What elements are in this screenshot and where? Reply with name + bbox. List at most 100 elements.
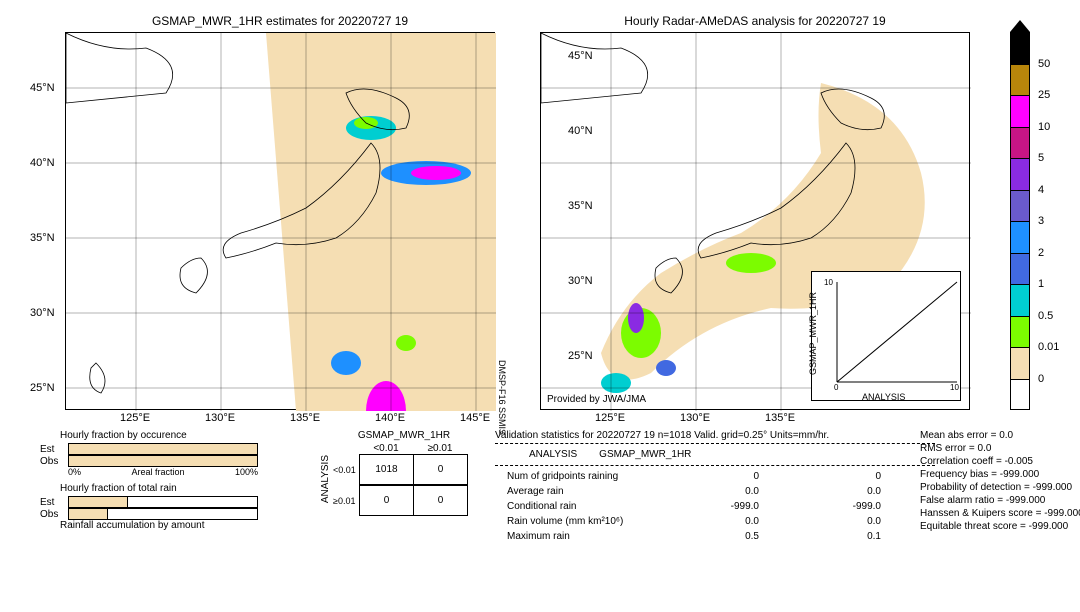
ct-col: <0.01: [359, 443, 413, 454]
inset-xlabel: ANALYSIS: [862, 392, 905, 402]
colorbar-segment: [1010, 32, 1030, 64]
coast-asia: [66, 33, 173, 103]
colorbar-segment: [1010, 95, 1030, 127]
ytick: 30°N: [568, 275, 593, 287]
val-colheader: ANALYSIS: [519, 448, 587, 461]
stat-line: False alarm ratio = -999.000: [920, 495, 1080, 506]
ct-col: ≥0.01: [413, 443, 467, 454]
precip-blob: [396, 335, 416, 351]
stat-line: Correlation coeff = -0.005: [920, 456, 1080, 467]
stat-line: Equitable threat score = -999.000: [920, 521, 1080, 532]
validation-stats: Validation statistics for 20220727 19 n=…: [495, 430, 935, 545]
colorbar-segment: [1010, 347, 1030, 379]
xtick: 140°E: [375, 412, 405, 424]
bar-label-est: Est: [40, 444, 68, 455]
swath-label: DMSP-F16 SSMIS: [497, 360, 507, 435]
val-row-label: Rain volume (mm km²10⁶): [497, 515, 677, 528]
val-cell: 0.0: [771, 515, 891, 528]
bar-label-obs: Obs: [40, 509, 68, 520]
ct-header: GSMAP_MWR_1HR: [340, 430, 468, 441]
ytick: 35°N: [568, 200, 593, 212]
xtick: 130°E: [680, 412, 710, 424]
xtick: 125°E: [120, 412, 150, 424]
val-row-label: Average rain: [497, 485, 677, 498]
val-row-label: Maximum rain: [497, 530, 677, 543]
precip-blob: [601, 373, 631, 393]
val-cell: 0.1: [771, 530, 891, 543]
colorbar-segment: [1010, 158, 1030, 190]
colorbar-tick-label: 50: [1038, 58, 1050, 70]
val-row-label: Conditional rain: [497, 500, 677, 513]
diagonal-line: [837, 282, 957, 382]
stat-line: Hanssen & Kuipers score = -999.000: [920, 508, 1080, 519]
colorbar-segment: [1010, 221, 1030, 253]
colorbar-tick-label: 25: [1038, 89, 1050, 101]
val-cell: 0: [771, 470, 891, 483]
stat-line: RMS error = 0.0: [920, 443, 1080, 454]
contingency-table: GSMAP_MWR_1HR ANALYSIS <0.01 ≥0.01 <0.01…: [320, 430, 468, 516]
bar-label-obs: Obs: [40, 456, 68, 467]
colorbar-arrow-icon: [1010, 20, 1030, 32]
bar-label-est: Est: [40, 497, 68, 508]
colorbar-segment: [1010, 64, 1030, 96]
colorbar-segment: [1010, 253, 1030, 285]
swath-fill: [266, 33, 496, 411]
stat-line: Frequency bias = -999.000: [920, 469, 1080, 480]
left-map: [65, 32, 495, 410]
inset-tick: 0: [834, 383, 838, 392]
inset-tick: 10: [950, 383, 959, 392]
stats-column: Mean abs error = 0.0 RMS error = 0.0 Corre…: [920, 430, 1080, 534]
xtick: 125°E: [595, 412, 625, 424]
precip-blob: [411, 166, 461, 180]
coast-kyushu: [180, 258, 207, 293]
colorbar-tick-label: 10: [1038, 121, 1050, 133]
val-cell: 0: [679, 470, 769, 483]
ytick: 45°N: [568, 50, 593, 62]
val-cell: -999.0: [679, 500, 769, 513]
ytick: 30°N: [30, 307, 55, 319]
figure-container: GSMAP_MWR_1HR estimates for 20220727 19: [0, 0, 1080, 612]
ytick: 35°N: [30, 232, 55, 244]
stat-line: Mean abs error = 0.0: [920, 430, 1080, 441]
xlabel: 100%: [235, 467, 258, 477]
ytick: 25°N: [30, 382, 55, 394]
colorbar-segment: [1010, 379, 1030, 411]
colorbar-tick-label: 2: [1038, 247, 1044, 259]
occurrence-chart: Hourly fraction by occurence Est Obs 0% …: [40, 430, 270, 533]
colorbar-segment: [1010, 316, 1030, 348]
val-cell: 0.5: [679, 530, 769, 543]
inset-scatter: ANALYSIS GSMAP_MWR_1HR 0 10 10: [811, 271, 961, 401]
colorbar-segment: [1010, 190, 1030, 222]
val-colheader: GSMAP_MWR_1HR: [589, 448, 701, 461]
colorbar-tick-label: 3: [1038, 215, 1044, 227]
validation-title: Validation statistics for 20220727 19 n=…: [495, 430, 935, 441]
xlabel: 0%: [68, 467, 81, 477]
est-bar: [68, 496, 128, 508]
xtick: 145°E: [460, 412, 490, 424]
occurrence-title: Hourly fraction by occurence: [60, 430, 270, 441]
stat-line: Probability of detection = -999.000: [920, 482, 1080, 493]
accumulation-footer: Rainfall accumulation by amount: [60, 520, 270, 531]
val-cell: 0.0: [771, 485, 891, 498]
right-map: Provided by JWA/JMA ANALYSIS GSMAP_MWR_1…: [540, 32, 970, 410]
left-map-title: GSMAP_MWR_1HR estimates for 20220727 19: [65, 14, 495, 28]
ytick: 25°N: [568, 350, 593, 362]
colorbar: 502510543210.50.010: [1010, 32, 1030, 410]
totalrain-title: Hourly fraction of total rain: [60, 483, 270, 494]
ct-cell: 0: [414, 455, 468, 485]
coast-taiwan: [90, 363, 105, 393]
precip-blob: [656, 360, 676, 376]
colorbar-segment: [1010, 127, 1030, 159]
right-map-title: Hourly Radar-AMeDAS analysis for 2022072…: [540, 14, 970, 28]
est-bar: [68, 443, 258, 455]
val-row-label: Num of gridpoints raining: [497, 470, 677, 483]
xlabel: Areal fraction: [131, 467, 184, 477]
colorbar-tick-label: 1: [1038, 278, 1044, 290]
ytick: 40°N: [568, 125, 593, 137]
xtick: 130°E: [205, 412, 235, 424]
ct-rowlabel: ≥0.01: [333, 496, 359, 506]
colorbar-tick-label: 0: [1038, 373, 1044, 385]
precip-blob: [628, 303, 644, 333]
ct-rowlabel: <0.01: [333, 465, 359, 475]
obs-bar: [68, 508, 108, 520]
